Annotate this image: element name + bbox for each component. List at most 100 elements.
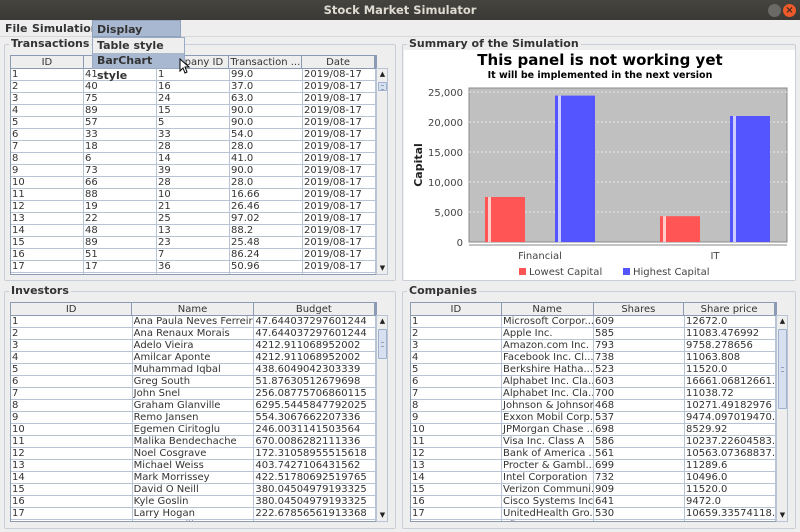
table-row[interactable]: 5 57 5 90.0 2019/08-17: [11, 117, 376, 129]
table-cell[interactable]: 6: [11, 376, 133, 387]
table-row[interactable]: 16 Cisco Systems Inc. 641 9472.0: [411, 496, 776, 508]
table-cell[interactable]: 14: [411, 472, 502, 483]
table-cell[interactable]: 13: [11, 213, 84, 224]
table-cell[interactable]: 10659.33574118...: [686, 508, 776, 519]
table-cell[interactable]: 51.87630512679698: [254, 376, 376, 387]
table-cell[interactable]: Noel Cosgrave: [133, 448, 255, 459]
table-cell[interactable]: 28: [157, 177, 230, 188]
table-cell[interactable]: 585: [594, 328, 685, 339]
menu-file[interactable]: File: [5, 22, 28, 35]
column-header[interactable]: Name: [132, 303, 254, 315]
table-row[interactable]: 4 Amilcar Aponte 4212.911068952002: [11, 352, 376, 364]
table-cell[interactable]: 18: [411, 520, 502, 521]
table-cell[interactable]: 6: [411, 376, 502, 387]
table-cell[interactable]: 2019/08-17: [303, 129, 376, 140]
table-cell[interactable]: Johnson & Johnson: [503, 400, 594, 411]
table-row[interactable]: 7 18 28 28.0 2019/08-17: [11, 141, 376, 153]
table-cell[interactable]: 438.6049042303339: [254, 364, 376, 375]
table-cell[interactable]: 3: [411, 340, 502, 351]
table-row[interactable]: 9 Exxon Mobil Corp... 537 9474.097019470...: [411, 412, 776, 424]
table-cell[interactable]: 9474.097019470...: [686, 412, 776, 423]
table-cell[interactable]: 11289.6: [685, 460, 776, 471]
table-cell[interactable]: Alphabet Inc. Cla...: [503, 388, 594, 399]
table-cell[interactable]: 2019/08-17: [303, 237, 376, 248]
table-cell[interactable]: 95.96: [230, 273, 303, 274]
table-cell[interactable]: Alphabet Inc. Cla...: [503, 376, 594, 387]
table-cell[interactable]: 86.24: [230, 249, 303, 260]
table-row[interactable]: 8 Graham Glanville 6295.5445847792025: [11, 400, 376, 412]
menu-display-results[interactable]: Display results: [92, 20, 181, 53]
table-cell[interactable]: 48: [84, 225, 157, 236]
table-cell[interactable]: 2019/08-17: [303, 117, 376, 128]
table-cell[interactable]: 40: [84, 81, 157, 92]
table-cell[interactable]: 24: [157, 93, 230, 104]
table-row[interactable]: 2 40 16 37.0 2019/08-17: [11, 81, 376, 93]
table-cell[interactable]: 88.2: [230, 225, 303, 236]
table-cell[interactable]: 10237.22604583...: [686, 436, 776, 447]
table-cell[interactable]: 37.0: [230, 81, 303, 92]
table-cell[interactable]: 18: [84, 141, 157, 152]
table-cell[interactable]: 50.96: [230, 261, 303, 272]
table-cell[interactable]: 97.02: [230, 213, 303, 224]
scroll-thumb[interactable]: [778, 329, 787, 409]
table-row[interactable]: 3 75 24 63.0 2019/08-17: [11, 93, 376, 105]
table-row[interactable]: 2 Apple Inc. 585 11083.476992: [411, 328, 776, 340]
table-cell[interactable]: 51: [84, 249, 157, 260]
table-cell[interactable]: 11: [411, 436, 502, 447]
table-cell[interactable]: 2: [11, 81, 84, 92]
table-cell[interactable]: 73: [84, 165, 157, 176]
table-cell[interactable]: 8: [11, 153, 84, 164]
table-cell[interactable]: 19: [157, 273, 230, 274]
table-cell[interactable]: 12672.0: [685, 316, 776, 327]
table-cell[interactable]: 246.0031141503564: [254, 424, 376, 435]
table-row[interactable]: 17 Larry Hogan 222.67856561913368: [11, 508, 376, 520]
table-cell[interactable]: 422.51780692519765: [254, 472, 376, 483]
table-cell[interactable]: UnitedHealth Gro...: [503, 508, 594, 519]
table-cell[interactable]: 4: [411, 352, 502, 363]
table-cell[interactable]: 16: [157, 81, 230, 92]
table-cell[interactable]: Kyle Goslin: [133, 496, 255, 507]
table-row[interactable]: 15 David O Neill 380.04504979193325: [11, 484, 376, 496]
table-cell[interactable]: Procter & Gambl...: [503, 460, 594, 471]
table-cell[interactable]: Verizon Communi...: [503, 484, 594, 495]
table-cell[interactable]: 7: [11, 141, 84, 152]
table-row[interactable]: 14 48 13 88.2 2019/08-17: [11, 225, 376, 237]
table-cell[interactable]: 9758.278656: [685, 340, 776, 351]
table-cell[interactable]: 90.0: [230, 117, 303, 128]
table-cell[interactable]: 14: [157, 153, 230, 164]
table-row[interactable]: 13 22 25 97.02 2019/08-17: [11, 213, 376, 225]
table-cell[interactable]: 2019/08-17: [303, 81, 376, 92]
table-row[interactable]: 12 19 21 26.46 2019/08-17: [11, 201, 376, 213]
table-cell[interactable]: Larry Hogan: [133, 508, 255, 519]
column-header[interactable]: ID: [11, 56, 84, 68]
table-cell[interactable]: 90.0: [230, 105, 303, 116]
table-cell[interactable]: 23: [157, 237, 230, 248]
table-cell[interactable]: Bank of America ...: [503, 448, 594, 459]
table-cell[interactable]: 2019/08-17: [303, 105, 376, 116]
table-cell[interactable]: 89: [84, 237, 157, 248]
table-cell[interactable]: 14: [11, 225, 84, 236]
table-cell[interactable]: 89: [84, 105, 157, 116]
table-cell[interactable]: 8: [411, 400, 502, 411]
table-cell[interactable]: 16.66: [230, 189, 303, 200]
table-row[interactable]: 9 73 39 90.0 2019/08-17: [11, 165, 376, 177]
table-cell[interactable]: 5: [11, 364, 133, 375]
table-cell[interactable]: Ana Renaux Morais: [133, 328, 255, 339]
table-cell[interactable]: 468: [594, 400, 685, 411]
table-cell[interactable]: Intel Corporation: [502, 472, 594, 483]
table-cell[interactable]: 99.0: [230, 69, 303, 80]
table-cell[interactable]: 909: [594, 484, 685, 495]
table-cell[interactable]: 12: [11, 201, 84, 212]
column-header[interactable]: ID: [411, 303, 502, 315]
table-cell[interactable]: John Snel: [133, 388, 255, 399]
table-cell[interactable]: 2019/08-17: [303, 93, 376, 104]
table-cell[interactable]: 5: [11, 117, 84, 128]
table-cell[interactable]: 10: [11, 177, 84, 188]
table-cell[interactable]: 11083.476992: [685, 328, 776, 339]
table-cell[interactable]: 6295.5445847792025: [254, 400, 376, 411]
table-cell[interactable]: 586: [594, 436, 685, 447]
table-cell[interactable]: 603: [594, 376, 685, 387]
table-row[interactable]: 12 Bank of America ... 561 10563.07368837..…: [411, 448, 776, 460]
table-row[interactable]: 7 Alphabet Inc. Cla... 700 11038.72: [411, 388, 776, 400]
table-cell[interactable]: Amilcar Aponte: [133, 352, 255, 363]
